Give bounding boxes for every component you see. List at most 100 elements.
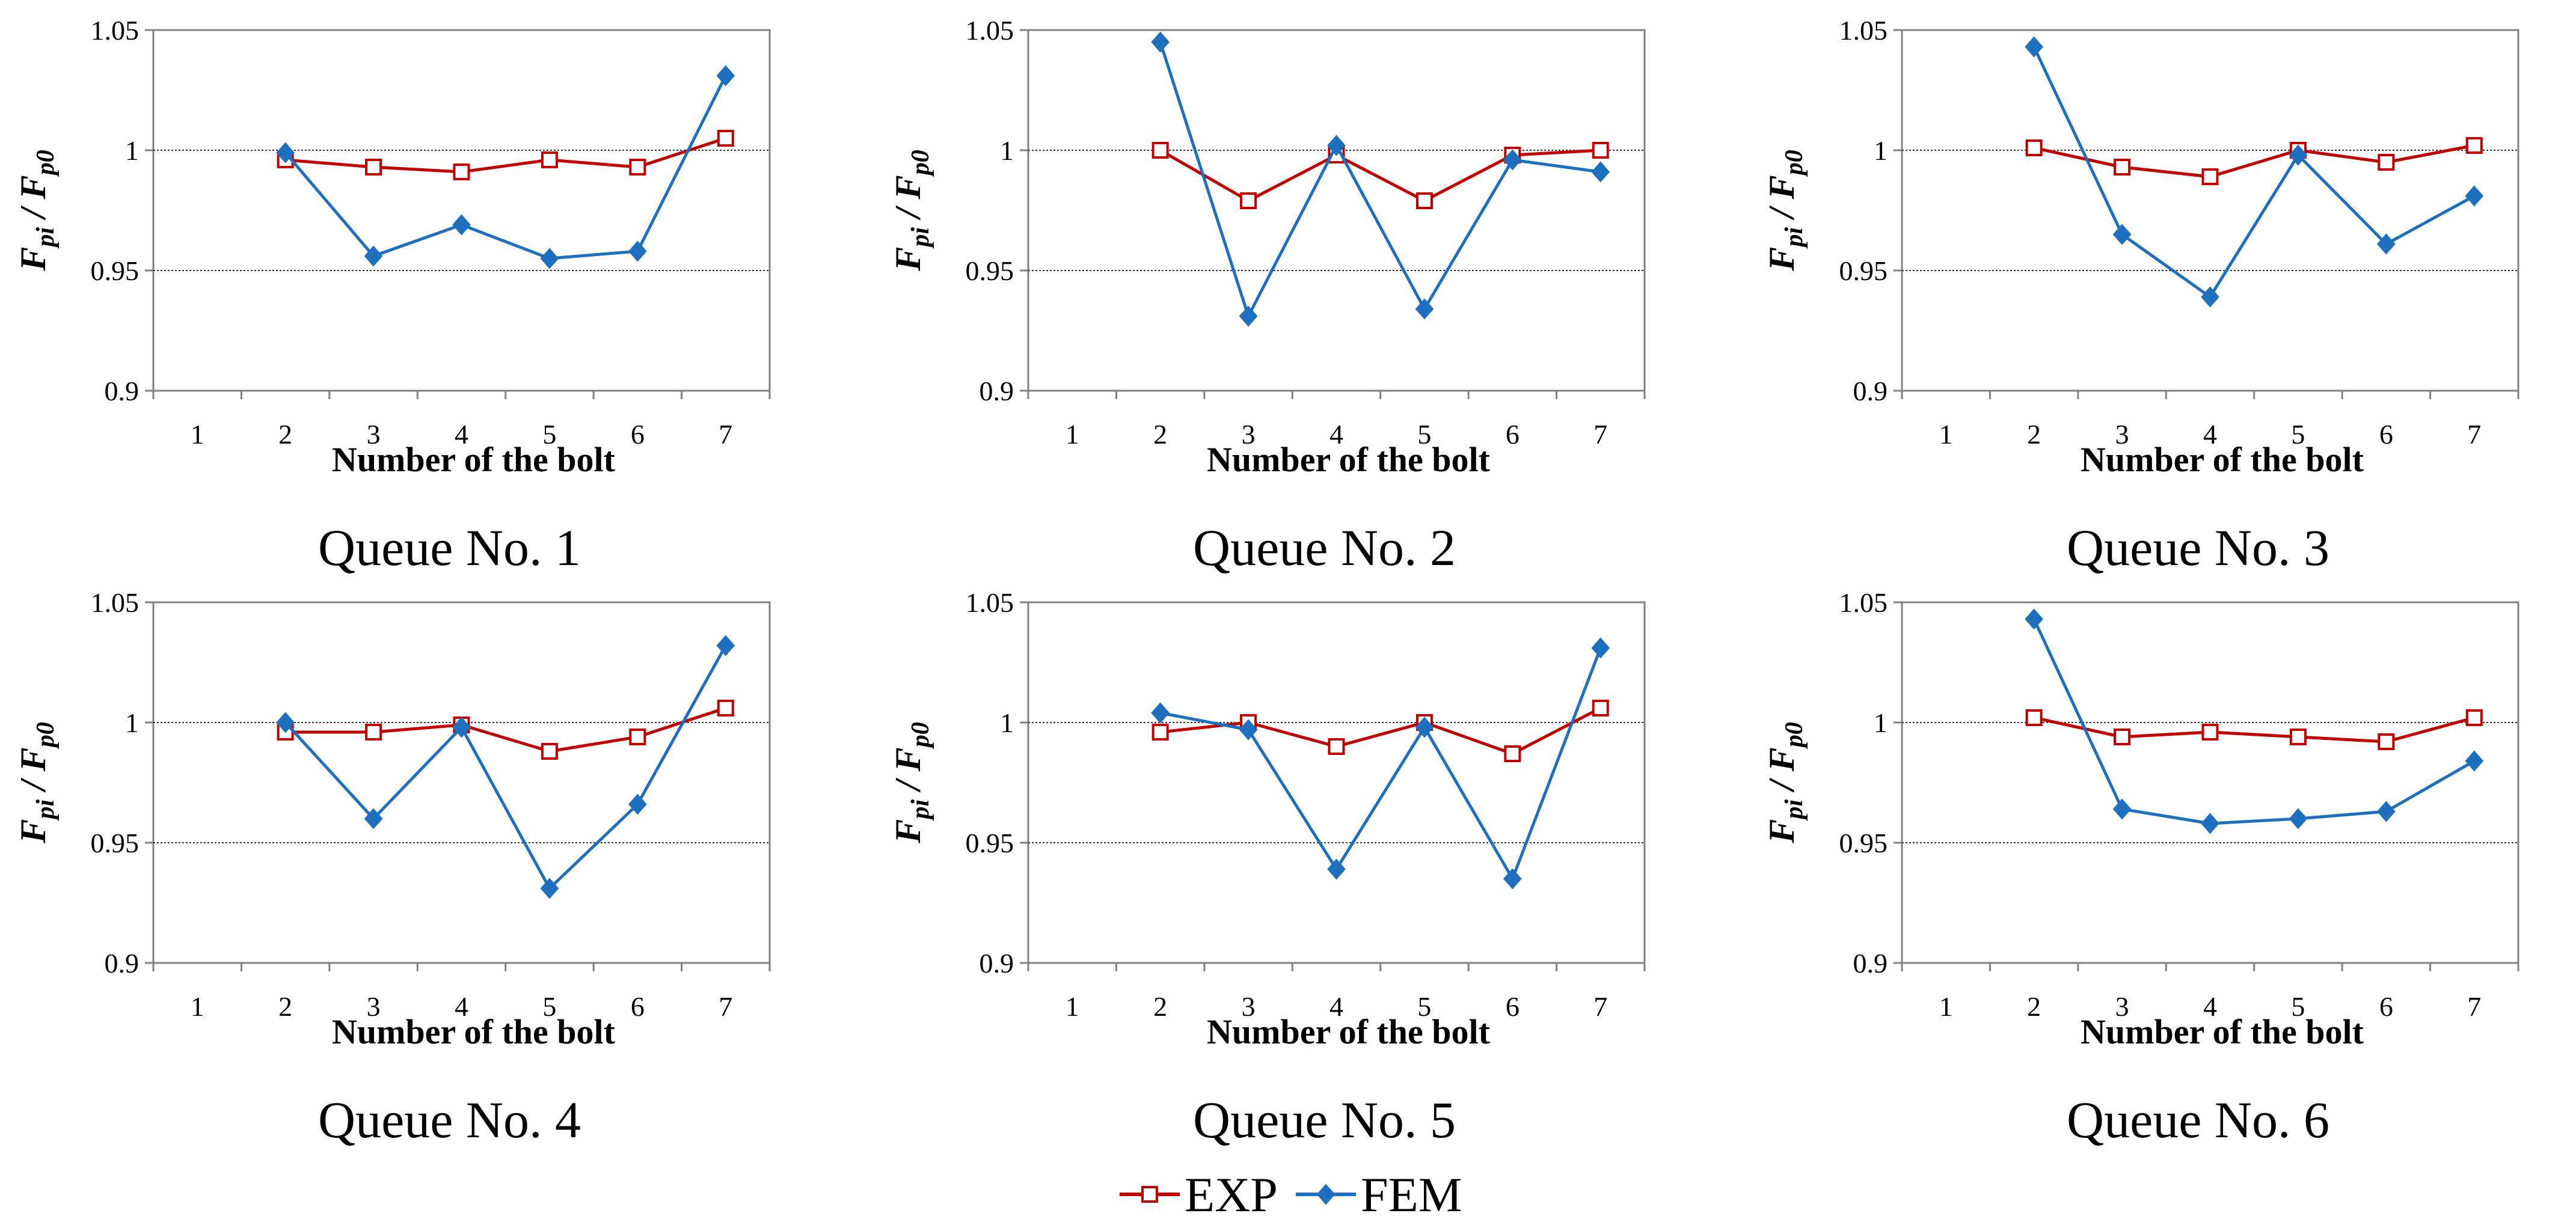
y-tick-label: 1 [1874, 135, 1888, 166]
x-axis-label: Number of the bolt [1207, 440, 1491, 479]
data-point-fem [1415, 716, 1434, 738]
y-tick-label: 1 [1874, 707, 1888, 738]
y-tick-label: 1.05 [91, 587, 140, 618]
y-tick-label: 0.95 [91, 828, 140, 858]
legend-label-fem: FEM [1361, 1167, 1462, 1222]
data-point-exp [2114, 159, 2131, 176]
y-axis-label-part: F [1762, 175, 1802, 200]
series-line-exp [1160, 706, 1601, 756]
x-tick-label: 2 [1153, 419, 1167, 450]
data-point-exp [1152, 724, 1169, 741]
x-tick-label: 2 [2027, 419, 2041, 450]
x-axis-label: Number of the bolt [2081, 440, 2364, 479]
series-line-exp [285, 136, 726, 174]
data-point-fem [452, 716, 471, 738]
x-tick-label: 4 [2203, 419, 2217, 450]
y-axis-label: Fpi / Fp0 [13, 150, 60, 271]
data-point-fem [2465, 185, 2484, 207]
data-point-exp [2025, 139, 2043, 156]
y-axis-label-part: F [13, 247, 53, 272]
x-tick-label: 2 [278, 991, 292, 1022]
y-tick-label: 1.05 [1839, 15, 1888, 46]
x-tick-label: 2 [278, 419, 292, 450]
x-tick-label: 3 [2115, 991, 2129, 1022]
plot-area [1901, 601, 2519, 964]
y-tick-label: 0.9 [105, 948, 140, 979]
chart-panel-2: 0.9 0.95 1 1.05 1 2 3 4 5 6 7 Number of the bolt Fpi… [888, 15, 1646, 576]
y-axis-label-part: F [888, 819, 928, 844]
data-point-fem [1239, 719, 1258, 741]
data-point-fem [628, 240, 647, 262]
y-tick-label: 1 [125, 135, 139, 166]
data-point-fem [2112, 798, 2132, 820]
data-point-exp [541, 151, 558, 168]
data-point-exp [1592, 700, 1609, 716]
y-axis-label-part: pi [907, 227, 934, 249]
x-tick-label: 5 [542, 991, 556, 1022]
x-tick-label: 6 [2379, 991, 2393, 1022]
x-tick-label: 1 [1939, 991, 1953, 1022]
y-tick-label: 1.05 [1839, 587, 1888, 618]
plot-area [152, 29, 771, 392]
data-point-exp [1152, 142, 1169, 159]
y-axis-label-part: pi [1780, 227, 1808, 249]
y-tick-label: 0.95 [966, 828, 1014, 858]
data-point-exp [1240, 192, 1257, 209]
data-point-fem [540, 878, 559, 899]
y-axis-label-part: F [1762, 747, 1802, 772]
x-tick-label: 4 [1329, 991, 1343, 1022]
y-axis-label-part: p0 [1780, 722, 1808, 749]
x-tick-label: 7 [1593, 991, 1607, 1022]
data-point-fem [2465, 750, 2484, 772]
chart-panel-4: 0.9 0.95 1 1.05 1 2 3 4 5 6 7 Number of the bolt Fpi… [13, 587, 771, 1149]
y-axis-label-part: / [13, 771, 53, 799]
y-axis-label-part: / [1762, 771, 1802, 799]
data-point-exp [2465, 709, 2483, 726]
data-point-fem [1239, 305, 1258, 327]
data-point-fem [2377, 233, 2396, 255]
data-point-fem [276, 712, 295, 733]
series-line-exp [2034, 716, 2475, 744]
data-point-fem [2201, 286, 2219, 308]
plot-area [152, 601, 771, 964]
plot-area [1027, 601, 1646, 964]
series-line-exp [1159, 148, 1601, 203]
data-point-fem [364, 245, 383, 267]
x-axis-label: Number of the bolt [1207, 1012, 1491, 1051]
y-axis-label-part: p0 [1780, 150, 1808, 177]
y-axis-label: Fpi / Fp0 [888, 150, 934, 271]
y-tick-label: 1 [1000, 135, 1014, 166]
data-point-exp [453, 163, 470, 180]
y-axis-label-part: F [13, 819, 53, 844]
x-tick-label: 5 [2291, 991, 2305, 1022]
y-axis-label: Fpi / Fp0 [1762, 722, 1808, 843]
y-axis-label-part: p0 [907, 150, 934, 177]
legend-marker-fem [1316, 1184, 1336, 1205]
y-axis-label-part: pi [32, 799, 60, 821]
x-axis-label: Number of the bolt [332, 440, 616, 479]
data-point-fem [2025, 36, 2043, 58]
x-tick-label: 1 [1066, 991, 1079, 1022]
legend: EXP FEM [1120, 1167, 1462, 1222]
chart-caption: Queue No. 6 [2067, 1091, 2329, 1149]
data-point-exp [2378, 733, 2395, 750]
data-point-fem [364, 808, 383, 829]
y-axis-label-part: p0 [907, 722, 934, 749]
data-point-exp [365, 159, 382, 176]
data-point-exp [629, 159, 646, 176]
chart-caption: Queue No. 1 [318, 519, 581, 576]
data-point-exp [1504, 745, 1521, 762]
x-tick-label: 6 [1506, 991, 1520, 1022]
chart-caption: Queue No. 4 [318, 1091, 581, 1149]
chart-panel-1: 0.9 0.95 1 1.05 1 2 3 4 5 6 7 Number of the bolt Fpi… [13, 15, 771, 576]
y-axis-label-part: / [888, 771, 928, 799]
y-tick-label: 0.95 [1839, 255, 1888, 286]
plot-area [1901, 29, 2519, 392]
y-axis-label-part: p0 [32, 150, 60, 177]
y-tick-label: 0.95 [966, 255, 1014, 286]
x-axis-label: Number of the bolt [332, 1012, 616, 1051]
y-axis-label-part: pi [907, 799, 934, 821]
plot-area [1027, 29, 1646, 392]
y-axis-label-part: F [888, 747, 928, 772]
